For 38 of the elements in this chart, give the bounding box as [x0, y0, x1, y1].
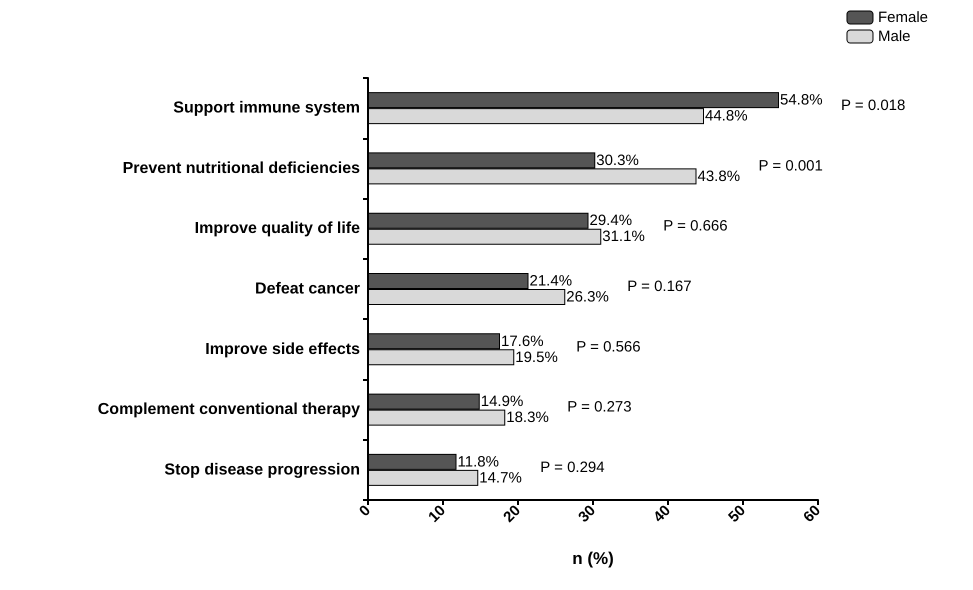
text: P = 0.018: [841, 97, 906, 114]
x-tick-label: 40: [650, 502, 674, 526]
annotation: P = 0.566: [576, 338, 641, 356]
data-label: 21.4%: [530, 272, 572, 290]
annotation: P = 0.001: [758, 157, 823, 174]
annotation: P = 0.294: [540, 458, 605, 476]
x-tick-label: 0: [356, 502, 374, 520]
annotation: P = 0.273: [567, 398, 632, 416]
data-label: 26.3%: [566, 288, 609, 306]
legend-label: Male: [878, 28, 910, 45]
data-label: 43.8%: [698, 168, 740, 185]
x-tick-label: 30: [575, 502, 600, 526]
y-tick-label: Improve quality of life: [194, 220, 360, 238]
data-label: 14.9%: [480, 393, 524, 410]
x-axis-title: n (%): [572, 549, 614, 568]
y-tick-label: Support immune system: [173, 100, 360, 117]
x-tick-label: 50: [725, 502, 750, 526]
data-label: 30.3%: [596, 152, 639, 169]
data-label: 31.1%: [602, 228, 645, 246]
x-tick-label: 20: [500, 502, 524, 526]
y-tick-label: Complement conventional therapy: [98, 401, 360, 418]
legend-label: Female: [878, 9, 928, 26]
x-tick-label: 10: [425, 502, 450, 526]
data-label: 18.3%: [506, 409, 549, 426]
y-tick-label: Prevent nutritional deficiencies: [122, 160, 360, 177]
data-label: 19.5%: [515, 348, 558, 366]
y-tick-label: Defeat cancer: [255, 280, 360, 298]
annotation: P = 0.167: [627, 278, 692, 295]
data-label: 14.7%: [479, 469, 522, 486]
data-label: 54.8%: [780, 92, 823, 109]
y-tick-label: Improve side effects: [205, 340, 360, 358]
data-label: 11.8%: [458, 453, 499, 470]
x-tick-label: 60: [800, 502, 824, 526]
y-tick-label: Stop disease progression: [164, 461, 360, 478]
data-label: 29.4%: [590, 212, 632, 230]
annotation: P = 0.666: [663, 218, 728, 235]
data-label: 17.6%: [501, 332, 544, 350]
data-label: 44.8%: [705, 108, 748, 125]
